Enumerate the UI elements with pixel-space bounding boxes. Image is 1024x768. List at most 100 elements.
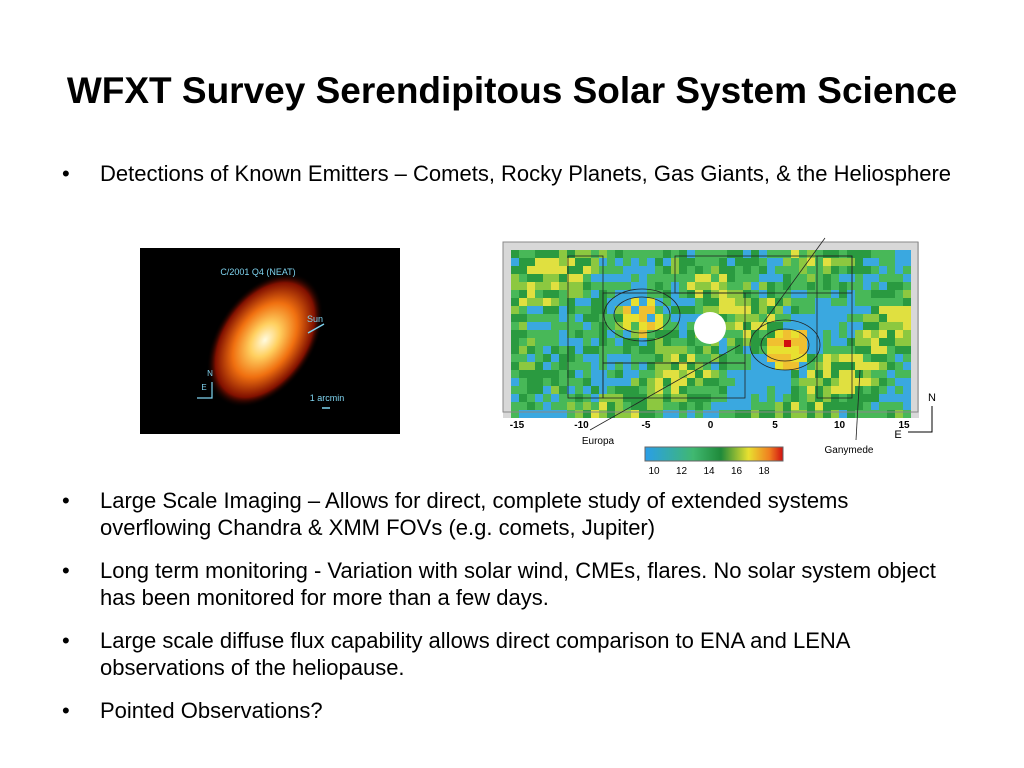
map-cell [687,258,695,266]
map-cell [671,242,679,250]
map-cell [663,314,671,322]
map-cell [591,306,599,314]
map-cell [831,338,839,346]
map-cell [847,274,855,282]
map-cell [719,346,727,354]
map-cell [895,290,903,298]
map-cell [663,378,671,386]
map-cell [895,410,903,418]
map-cell [607,362,615,370]
map-cell [759,314,767,322]
map-cell [511,410,519,418]
map-cell [735,370,743,378]
map-cell [671,330,679,338]
map-cell [503,250,511,258]
map-cell [679,410,687,418]
map-cell [719,370,727,378]
map-cell [647,282,655,290]
map-cell [855,370,863,378]
map-cell [687,330,695,338]
map-cell [839,322,847,330]
map-cell [703,298,711,306]
map-cell [743,322,751,330]
map-cell [711,266,719,274]
map-cell [759,274,767,282]
map-cell [511,402,519,410]
map-cell [519,298,527,306]
map-cell [631,354,639,362]
map-cell [895,394,903,402]
map-cell [559,330,567,338]
map-cell [607,402,615,410]
map-cell [783,258,791,266]
map-cell [823,354,831,362]
map-cell [703,282,711,290]
map-cell [799,266,807,274]
map-cell [911,354,919,362]
map-cell [823,298,831,306]
map-cell [815,410,823,418]
colorbar-axis: 10 12 14 16 18 [648,466,770,477]
map-cell [519,370,527,378]
map-cell [543,258,551,266]
map-cell [695,298,703,306]
figures: C/2001 Q4 (NEAT) Sun N E 1 arcmin -15 -10… [140,237,936,477]
map-cell [911,362,919,370]
map-cell [711,306,719,314]
map-cell [695,242,703,250]
map-cell [775,242,783,250]
map-cell [839,306,847,314]
map-cell [647,402,655,410]
map-cell [695,258,703,266]
map-cell [847,306,855,314]
map-cell [815,298,823,306]
map-cell [767,282,775,290]
map-cell [687,338,695,346]
map-cell [823,322,831,330]
map-cell [687,290,695,298]
map-cell [807,346,815,354]
map-cell [695,306,703,314]
map-cell [719,274,727,282]
map-cell [687,274,695,282]
map-cell [647,290,655,298]
map-cell [895,386,903,394]
map-cell [767,258,775,266]
map-cell [543,290,551,298]
map-cell [591,258,599,266]
map-cell [895,378,903,386]
map-tick-label: 15 [898,420,910,431]
map-cell [575,242,583,250]
map-cell [663,338,671,346]
map-cell [703,354,711,362]
map-cell [527,394,535,402]
map-cell [839,250,847,258]
map-cell [631,338,639,346]
bullet-list: Detections of Known Emitters – Comets, R… [62,160,962,203]
map-cell [767,330,775,338]
map-cell [831,250,839,258]
map-cell [575,362,583,370]
map-cell [815,362,823,370]
map-cell [855,282,863,290]
map-cell [527,258,535,266]
map-cell [527,314,535,322]
europa-label: Europa [582,436,615,447]
map-cell [575,266,583,274]
map-cell [911,386,919,394]
map-cell [879,250,887,258]
map-cell [783,322,791,330]
map-cell [871,338,879,346]
map-cell [855,290,863,298]
map-cell [607,378,615,386]
map-cell [751,378,759,386]
map-cell [583,386,591,394]
io-peak [784,340,791,347]
map-cell [887,370,895,378]
map-cell [727,266,735,274]
map-cell [623,266,631,274]
map-cell [727,314,735,322]
map-cell [551,258,559,266]
map-cell [871,370,879,378]
map-cell [823,258,831,266]
